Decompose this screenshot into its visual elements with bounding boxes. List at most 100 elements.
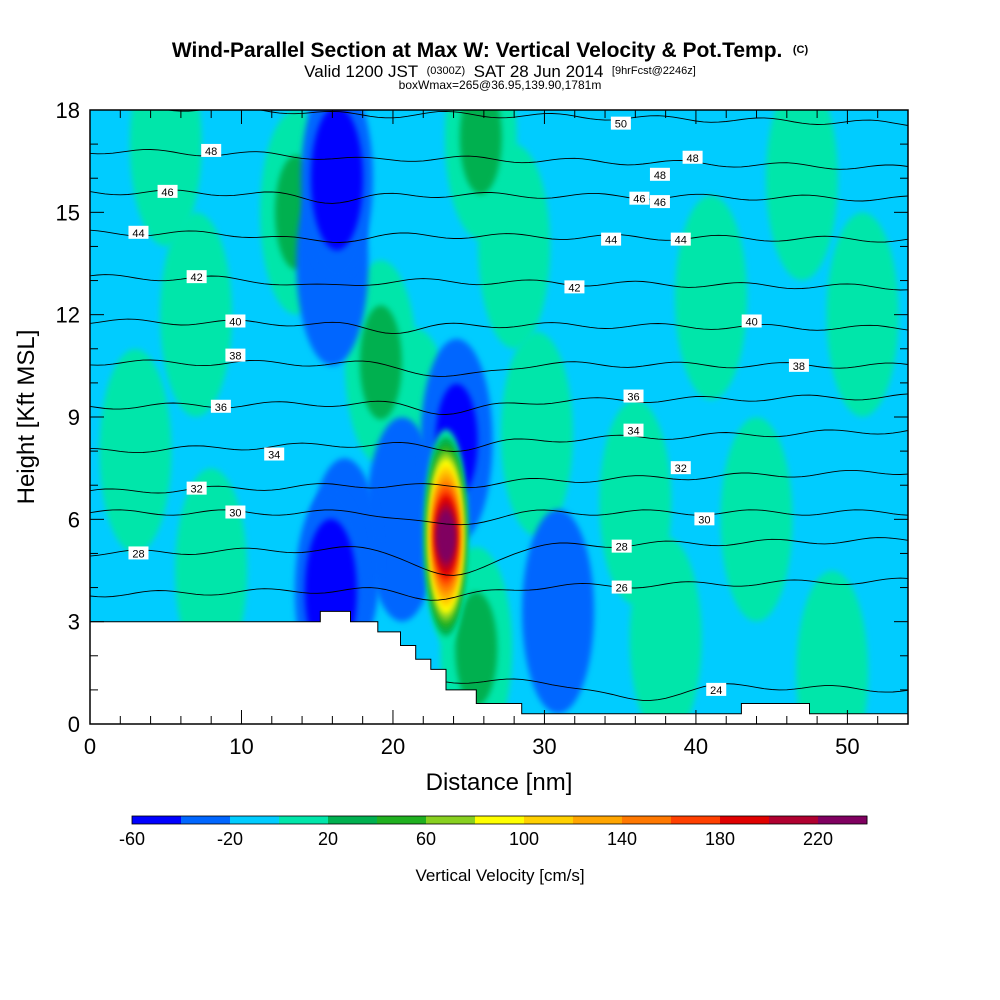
contour-label-text: 42: [568, 282, 580, 294]
contour-label-34: 34: [623, 423, 644, 438]
contour-label-text: 26: [616, 583, 628, 595]
colorbar-swatch: [426, 816, 476, 824]
contour-label-bg: [741, 314, 762, 328]
theta-contour-38: [90, 359, 908, 377]
plot-area: 48 46 44 42 40 38 36 34 32 30 28 48 46 44 42 40 38 36 34 32…: [90, 110, 908, 724]
contour-label-text: 40: [746, 316, 758, 328]
contour-label-text: 48: [654, 170, 666, 182]
contour-label-bg: [186, 270, 207, 284]
colorbar-swatch: [671, 816, 721, 824]
theta-contour-50: [164, 110, 908, 126]
contour-label-text: 46: [633, 194, 645, 206]
contour-label-text: 34: [627, 426, 639, 438]
contour-label-text: 32: [675, 463, 687, 475]
contour-label-text: 30: [229, 508, 241, 520]
theta-contour-42: [90, 274, 908, 291]
contour-label-bg: [670, 461, 691, 475]
vertical-velocity-cell: [459, 110, 502, 195]
contour-label-38: 38: [225, 348, 246, 363]
vertical-velocity-cell: [720, 417, 793, 622]
contour-label-bg: [210, 399, 231, 413]
contour-label-28: 28: [611, 539, 632, 554]
contour-label-44: 44: [128, 225, 149, 240]
contour-label-bg: [225, 348, 246, 362]
colorbar-frame: [131, 815, 868, 825]
contour-label-42: 42: [186, 270, 207, 284]
contour-label-text: 44: [675, 235, 687, 247]
y-tick-label: 9: [68, 405, 80, 430]
vertical-velocity-cell: [320, 136, 353, 221]
vertical-velocity-cell: [438, 517, 454, 556]
x-tick-label: 30: [532, 734, 556, 759]
terrain-mask: [90, 610, 908, 724]
contour-label-text: 36: [215, 402, 227, 414]
theta-contour-46: [90, 189, 908, 204]
x-tick-label: 0: [84, 734, 96, 759]
colorbar-swatch: [769, 816, 819, 824]
contour-label-text: 28: [132, 548, 144, 560]
y-tick-label: 6: [68, 507, 80, 532]
vertical-velocity-cell: [522, 509, 595, 714]
vertical-velocity-cell: [129, 110, 202, 247]
contour-label-48: 48: [649, 167, 670, 182]
contour-label-28: 28: [128, 546, 149, 560]
colorbar-swatch: [475, 816, 525, 824]
contour-label-bg: [201, 143, 222, 157]
colorbar-tick-label: 60: [416, 829, 436, 849]
contour-label-46: 46: [157, 184, 178, 199]
colorbar-tick-label: 100: [509, 829, 539, 849]
contour-label-bg: [128, 225, 149, 239]
y-axis-label: Height [Kft MSL]: [13, 330, 40, 505]
colorbar-swatch: [818, 816, 868, 824]
colorbar-tick-label: 140: [607, 829, 637, 849]
contour-label-40: 40: [741, 314, 762, 328]
contour-label-bg: [611, 539, 632, 553]
contour-label-bg: [788, 358, 809, 372]
contour-label-bg: [694, 512, 715, 526]
vertical-velocity-cell: [765, 110, 838, 281]
contour-label-bg: [706, 682, 727, 696]
y-tick-label: 0: [68, 712, 80, 737]
theta-contour-32: [90, 469, 908, 494]
svg-text:Valid 1200 JST (0300Z): Valid 1200 JST (0300Z) SAT 28 Jun 2014 […: [304, 61, 696, 81]
theta-contour-28: [90, 537, 908, 576]
contour-label-text: 24: [710, 685, 722, 697]
x-axis: 0 10 20 30 40 50: [84, 110, 909, 759]
colorbar-swatch: [279, 816, 329, 824]
contour-label-24: 24: [706, 682, 727, 697]
vertical-velocity-cell: [796, 570, 869, 724]
contour-label-32: 32: [670, 461, 691, 475]
contour-label-40: 40: [225, 314, 246, 328]
y-tick-label: 3: [68, 610, 80, 635]
vertical-velocity-cell: [629, 536, 702, 724]
contour-label-bg: [564, 280, 585, 294]
contour-label-50: 50: [610, 116, 631, 131]
colorbar: -60 -20 20 60 100 140 180 220: [119, 815, 868, 849]
contour-label-bg: [225, 314, 246, 328]
colorbar-tick-label: 20: [318, 829, 338, 849]
contour-label-bg: [601, 232, 622, 246]
contour-label-text: 44: [132, 228, 144, 240]
contour-label-text: 40: [229, 316, 241, 328]
contour-label-text: 46: [654, 197, 666, 209]
contour-label-bg: [649, 167, 670, 181]
x-axis-label: Distance [nm]: [426, 769, 573, 796]
contour-label-bg: [623, 423, 644, 437]
contour-label-bg: [623, 389, 644, 403]
colorbar-swatch: [132, 816, 182, 824]
y-tick-label: 15: [56, 200, 80, 225]
chart-title: Wind-Parallel Section at Max W: Vertical…: [172, 39, 783, 62]
x-tick-label: 20: [381, 734, 405, 759]
contour-label-text: 48: [205, 146, 217, 158]
contour-label-32: 32: [186, 481, 207, 496]
contour-label-42: 42: [564, 280, 585, 294]
forecast-info: [9hrFcst@2246z]: [612, 65, 696, 77]
contour-label-bg: [186, 481, 207, 495]
vertical-velocity-cell: [675, 195, 748, 400]
theta-contour-26: [90, 577, 908, 601]
theta-contour-34: [90, 429, 908, 454]
contour-label-text: 50: [615, 119, 627, 131]
contour-label-30: 30: [694, 512, 715, 526]
